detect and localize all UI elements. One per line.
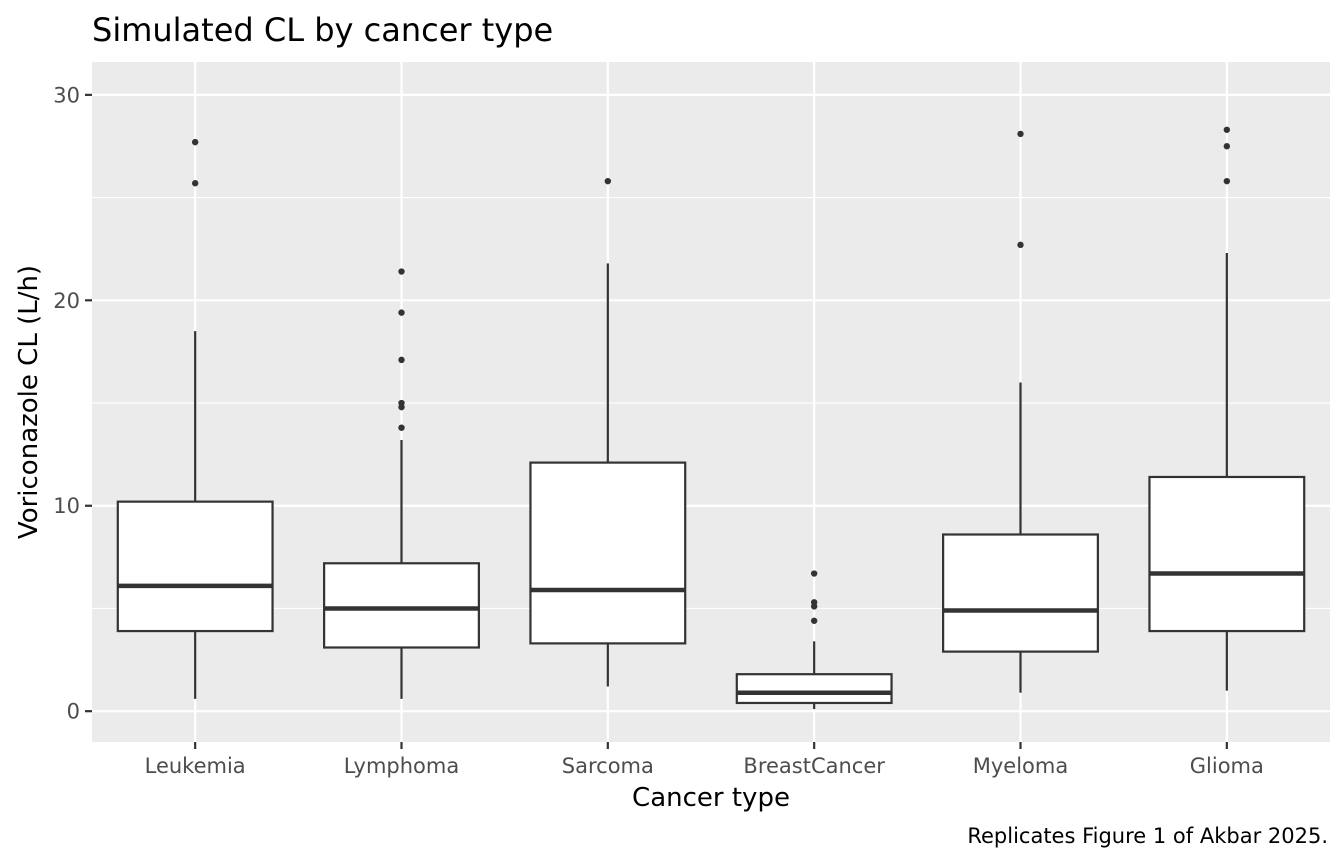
y-tick-label: 20 bbox=[53, 289, 80, 313]
box-breastcancer bbox=[735, 673, 893, 705]
axes: 0 10 20 30 Leukemia Lymphoma Sarcoma BreastCanc… bbox=[53, 83, 1264, 778]
outlier-point bbox=[398, 424, 405, 431]
x-tick-label: BreastCancer bbox=[743, 754, 885, 778]
outlier-point bbox=[604, 177, 612, 185]
box-lymphoma bbox=[323, 562, 480, 649]
chart-title: Simulated CL by cancer type bbox=[92, 11, 553, 49]
outlier-point bbox=[810, 570, 818, 577]
box-leukemia bbox=[116, 500, 274, 633]
x-axis-title: Cancer type bbox=[632, 783, 790, 813]
outlier-point bbox=[398, 356, 405, 364]
outlier-point bbox=[398, 399, 405, 407]
outlier-point bbox=[1223, 177, 1231, 185]
outlier-point bbox=[398, 309, 405, 316]
chart-caption: Replicates Figure 1 of Akbar 2025. bbox=[967, 824, 1328, 848]
outlier-point bbox=[1017, 130, 1024, 138]
x-tick-label: Leukemia bbox=[145, 754, 246, 778]
x-tick-label: Sarcoma bbox=[562, 754, 654, 778]
outlier-point bbox=[810, 599, 818, 606]
y-tick-label: 0 bbox=[67, 700, 80, 724]
y-axis-title: Voriconazole CL (L/h) bbox=[14, 265, 44, 539]
outlier-point bbox=[810, 617, 818, 624]
x-tick-label: Lymphoma bbox=[344, 754, 459, 778]
box-myeloma bbox=[942, 533, 1099, 653]
x-tick-label: Glioma bbox=[1190, 754, 1264, 778]
y-tick-label: 10 bbox=[53, 494, 80, 518]
outlier-point bbox=[191, 138, 199, 146]
outlier-point bbox=[1223, 143, 1231, 150]
box-glioma bbox=[1148, 475, 1306, 633]
box-layer bbox=[116, 126, 1306, 710]
outlier-point bbox=[1017, 241, 1024, 249]
outlier-point bbox=[1223, 126, 1231, 133]
y-tick-label: 30 bbox=[53, 83, 80, 107]
outlier-point bbox=[398, 268, 405, 275]
box-sarcoma bbox=[529, 461, 687, 645]
panel-background bbox=[92, 62, 1330, 742]
outlier-point bbox=[191, 180, 199, 187]
x-tick-label: Myeloma bbox=[973, 754, 1068, 778]
